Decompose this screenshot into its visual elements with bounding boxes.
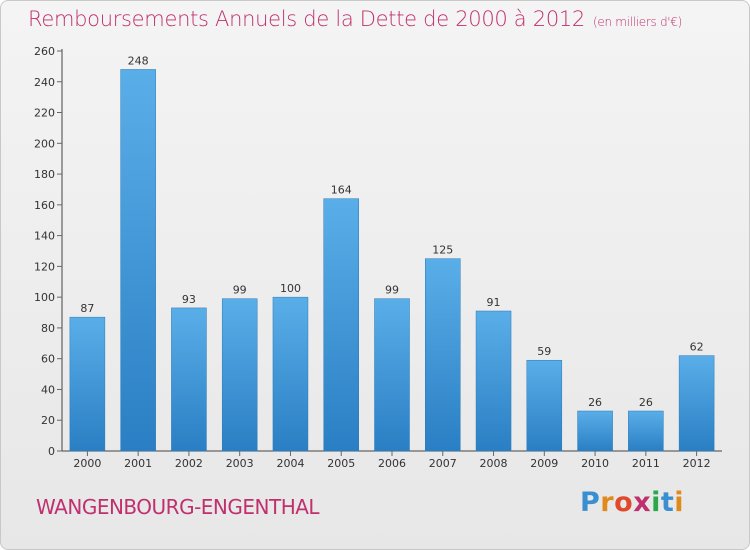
y-tick-label: 100 (34, 291, 55, 304)
data-label: 91 (487, 296, 501, 309)
x-tick-label: 2002 (175, 457, 203, 470)
y-tick-label: 220 (34, 107, 55, 120)
bar (171, 307, 207, 452)
y-tick-label: 120 (34, 260, 55, 273)
y-tick-label: 80 (41, 322, 55, 335)
bar (526, 359, 563, 452)
bar (577, 410, 613, 452)
bar (678, 355, 715, 452)
chart-unit: (en milliers d'€) (593, 15, 683, 29)
y-tick-label: 200 (34, 137, 55, 150)
data-label: 26 (588, 396, 602, 409)
logo-letter: i (674, 487, 685, 518)
x-tick-label: 2007 (429, 457, 457, 470)
data-label: 93 (182, 293, 196, 306)
x-tick-label: 2011 (632, 457, 660, 470)
x-tick-label: 2008 (480, 457, 508, 470)
x-tick-label: 2005 (327, 457, 355, 470)
bar (374, 298, 410, 452)
chart-title-text: Remboursements Annuels de la Dette de 20… (28, 7, 585, 31)
x-tick-label: 2012 (683, 457, 711, 470)
data-label: 100 (280, 282, 301, 295)
y-tick-label: 0 (48, 445, 55, 458)
proxiti-logo[interactable]: Proxiti (580, 487, 684, 518)
data-label: 99 (385, 284, 399, 297)
bar (69, 316, 106, 452)
y-tick-label: 160 (34, 199, 55, 212)
data-label: 59 (537, 345, 551, 358)
logo-letter: o (614, 487, 634, 518)
chart-title: Remboursements Annuels de la Dette de 20… (28, 7, 682, 31)
data-label: 26 (639, 396, 653, 409)
bar (221, 298, 258, 452)
logo-letter: t (660, 487, 675, 518)
y-tick-label: 40 (41, 383, 55, 396)
y-tick-label: 260 (34, 45, 55, 58)
bar (475, 310, 512, 452)
y-tick-label: 240 (34, 76, 55, 89)
x-tick-label: 2006 (378, 457, 406, 470)
x-tick-label: 2009 (530, 457, 558, 470)
data-label: 99 (233, 284, 247, 297)
y-tick-label: 140 (34, 230, 55, 243)
x-tick-label: 2003 (226, 457, 254, 470)
x-tick-label: 2000 (73, 457, 101, 470)
x-tick-label: 2001 (124, 457, 152, 470)
bar (425, 258, 461, 452)
bar (628, 410, 664, 452)
logo-letter: P (580, 487, 601, 518)
y-tick-label: 20 (41, 414, 55, 427)
data-label: 125 (432, 244, 453, 257)
logo-letter: x (633, 487, 652, 518)
logo-letter: r (600, 487, 615, 518)
town-name: WANGENBOURG-ENGENTHAL (36, 495, 320, 519)
y-tick-label: 180 (34, 168, 55, 181)
x-tick-label: 2004 (276, 457, 304, 470)
data-label: 248 (128, 54, 149, 67)
logo-letter: i (651, 487, 661, 518)
data-label: 62 (690, 341, 704, 354)
y-tick-label: 60 (41, 353, 55, 366)
bar (323, 198, 359, 452)
data-label: 87 (80, 302, 94, 315)
data-label: 164 (331, 184, 352, 197)
bar (272, 296, 309, 452)
bar (120, 69, 156, 452)
x-tick-label: 2010 (581, 457, 609, 470)
